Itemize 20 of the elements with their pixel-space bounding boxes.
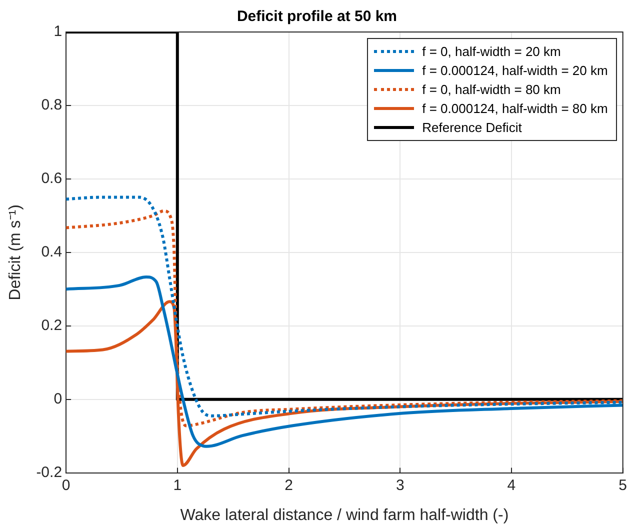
legend-label: Reference Deficit	[422, 120, 522, 135]
y-tick-label: 0	[54, 390, 62, 408]
legend-label: f = 0.000124, half-width = 80 km	[422, 101, 608, 116]
y-tick-label: -0.2	[36, 464, 62, 481]
y-tick-label: 1	[54, 23, 62, 40]
legend-label: f = 0, half-width = 20 km	[422, 44, 561, 59]
y-tick-label: 0.8	[41, 96, 62, 114]
y-tick-label: 0.4	[41, 244, 62, 261]
x-axis-title: Wake lateral distance / wind farm half-width (-)	[180, 506, 509, 524]
x-tick-label: 2	[284, 476, 293, 494]
legend-label: f = 0, half-width = 80 km	[422, 82, 561, 97]
y-tick-label: 0.2	[41, 317, 62, 334]
x-tick-label: 1	[173, 476, 182, 494]
x-tick-label: 3	[396, 476, 404, 494]
y-tick-label: 0.6	[41, 170, 62, 188]
x-tick-label: 5	[618, 476, 627, 494]
legend-label: f = 0.000124, half-width = 20 km	[422, 63, 608, 78]
y-axis-title: Deficit (m s⁻¹)	[7, 204, 24, 300]
x-tick-label: 4	[507, 476, 516, 494]
chart-title: Deficit profile at 50 km	[236, 8, 398, 26]
